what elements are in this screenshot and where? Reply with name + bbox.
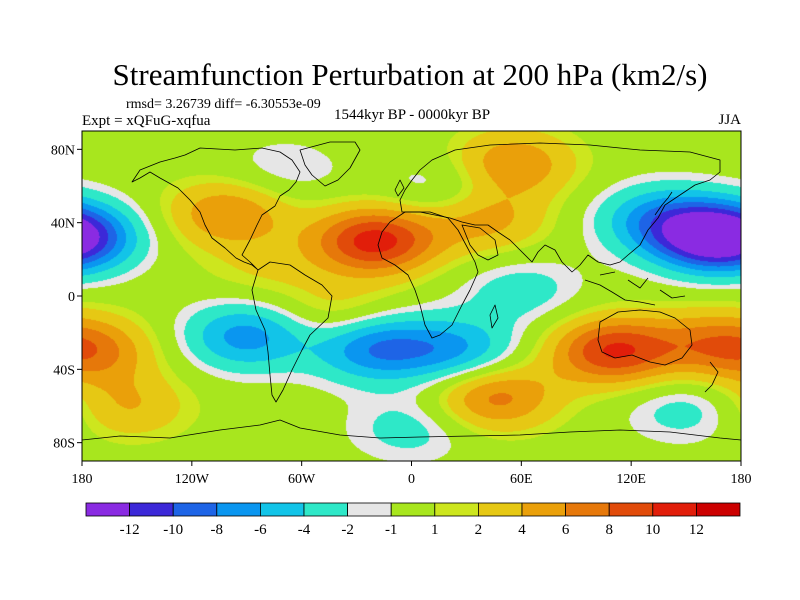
chart-title: Streamfunction Perturbation at 200 hPa (… — [113, 57, 708, 92]
colorbar-label: -8 — [211, 522, 224, 538]
rmsd-label: rmsd= 3.26739 diff= -6.30553e-09 — [126, 97, 321, 112]
coastline-north-america — [131, 147, 301, 271]
colorbar-swatch — [390, 502, 436, 517]
y-tick-label: 40N — [51, 217, 75, 232]
coastlines — [82, 141, 741, 441]
colorbar-label: 1 — [431, 522, 439, 538]
colorbar-label: 6 — [562, 522, 570, 538]
coastline-antarctica — [82, 419, 741, 441]
colorbar-label: 12 — [689, 522, 704, 538]
period-label: 1544kyr BP - 0000kyr BP — [334, 107, 490, 123]
colorbar-swatch — [565, 502, 610, 517]
coastline-australia — [597, 309, 693, 366]
y-tick-label: 40S — [53, 363, 75, 378]
contour-field — [82, 131, 741, 461]
coastline-arabia — [461, 224, 499, 261]
coastline-japan — [654, 191, 673, 216]
colorbar-swatch — [347, 502, 392, 517]
x-tick-label: 60W — [288, 472, 316, 487]
colorbar-swatch — [652, 502, 697, 517]
colorbar-swatch — [608, 502, 654, 517]
colorbar-label: -4 — [298, 522, 311, 538]
coastline-greenland — [299, 141, 361, 187]
experiment-label: Expt = xQFuG-xqfua — [82, 113, 211, 129]
colorbar-swatch — [216, 502, 261, 517]
y-axis: 80N 40N 0 40S 80S — [51, 143, 82, 452]
x-axis: 180 120W 60W 0 60E 120E 180 — [72, 461, 752, 487]
colorbar-swatch — [85, 502, 130, 517]
y-tick-label: 80S — [53, 437, 75, 452]
season-label: JJA — [718, 112, 741, 128]
coastline-new-zealand — [704, 361, 719, 393]
colorbar-swatch — [696, 502, 741, 517]
coastline-africa — [377, 211, 479, 339]
colorbar-label: 2 — [475, 522, 483, 538]
colorbar: -12 -10 -8 -6 -4 -2 -1 1 2 4 6 8 10 12 — [85, 502, 741, 538]
x-tick-label: 180 — [72, 472, 93, 487]
y-tick-label: 80N — [51, 143, 75, 158]
x-tick-label: 120E — [616, 472, 646, 487]
coastline-indonesia — [584, 271, 686, 306]
colorbar-swatch — [521, 502, 566, 517]
coastline-madagascar — [489, 304, 499, 329]
colorbar-label: 10 — [645, 522, 660, 538]
colorbar-label: 4 — [518, 522, 526, 538]
x-tick-label: 0 — [408, 472, 415, 487]
x-tick-label: 120W — [175, 472, 210, 487]
coastline-eurasia — [399, 142, 721, 273]
colorbar-label: -12 — [120, 522, 140, 538]
colorbar-label: -6 — [254, 522, 267, 538]
colorbar-swatch — [477, 502, 523, 517]
x-tick-label: 60E — [510, 472, 533, 487]
colorbar-swatch — [172, 502, 218, 517]
colorbar-label: -10 — [163, 522, 183, 538]
coastline-south-america — [251, 261, 333, 403]
colorbar-label: 8 — [605, 522, 613, 538]
colorbar-swatch — [259, 502, 305, 517]
colorbar-swatch — [434, 502, 479, 517]
y-tick-label: 0 — [68, 290, 75, 305]
colorbar-label: -2 — [341, 522, 354, 538]
coastline-britain — [394, 179, 405, 197]
streamfunction-field-raster — [82, 131, 741, 461]
colorbar-swatch — [303, 502, 348, 517]
colorbar-label: -1 — [385, 522, 398, 538]
x-tick-label: 180 — [731, 472, 752, 487]
colorbar-swatch — [129, 502, 174, 517]
